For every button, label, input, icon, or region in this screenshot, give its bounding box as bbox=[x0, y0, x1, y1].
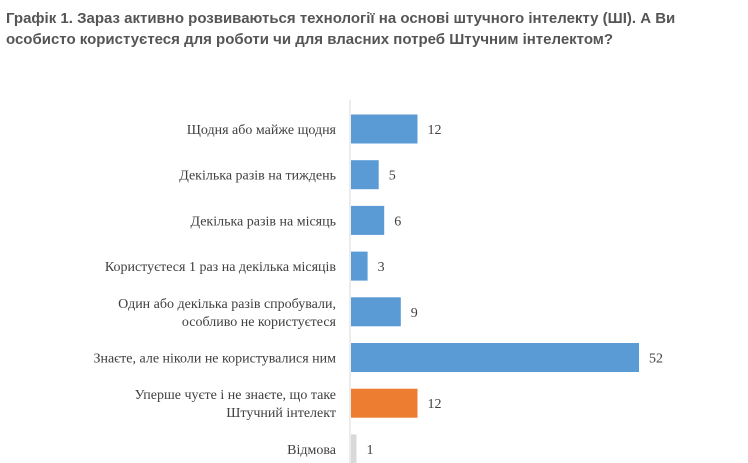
bar-8 bbox=[351, 434, 357, 463]
category-label-5: Один або декілька разів спробували, особл… bbox=[118, 297, 336, 330]
category-label-1: Щодня або майже щодня bbox=[187, 123, 337, 138]
bars-group bbox=[351, 114, 639, 463]
category-label-3: Декілька разів на місяць bbox=[190, 214, 336, 229]
category-label-line: Декілька разів на місяць bbox=[190, 214, 336, 229]
category-labels-group: Щодня або майже щодня Декілька разів на т… bbox=[93, 123, 336, 458]
category-label-line: Штучний інтелект bbox=[226, 406, 336, 421]
bar-4 bbox=[351, 251, 368, 281]
category-label-line: Уперше чуєте і не знаєте, що таке bbox=[135, 388, 336, 403]
bar-7 bbox=[351, 388, 418, 418]
category-label-8: Відмова bbox=[287, 443, 337, 458]
chart-title: Графік 1. Зараз активно розвиваються тех… bbox=[6, 10, 676, 48]
value-label-3: 6 bbox=[394, 214, 401, 229]
category-label-4: Користуєтеся 1 раз на декілька місяців bbox=[105, 260, 337, 275]
value-label-1: 12 bbox=[428, 123, 442, 138]
bar-2 bbox=[351, 160, 379, 190]
bar-6 bbox=[351, 343, 639, 372]
value-label-4: 3 bbox=[378, 260, 385, 275]
value-labels-group: 12 5 6 3 9 52 12 1 bbox=[367, 123, 664, 458]
value-label-2: 5 bbox=[389, 169, 396, 184]
category-label-line: особливо не користуєтеся bbox=[182, 315, 337, 330]
category-label-line: Один або декілька разів спробували, bbox=[118, 297, 336, 312]
category-label-7: Уперше чуєте і не знаєте, що таке Штучний… bbox=[135, 388, 336, 421]
value-label-8: 1 bbox=[367, 443, 374, 458]
category-label-6: Знаєте, але ніколи не користувалися ним bbox=[93, 352, 336, 367]
category-label-line: Щодня або майже щодня bbox=[187, 123, 337, 138]
category-label-line: Користуєтеся 1 раз на декілька місяців bbox=[105, 260, 337, 275]
bar-5 bbox=[351, 297, 401, 327]
category-label-line: Відмова bbox=[287, 443, 337, 458]
value-label-7: 12 bbox=[428, 397, 442, 412]
bar-3 bbox=[351, 205, 385, 235]
value-label-5: 9 bbox=[411, 306, 418, 321]
category-label-2: Декілька разів на тиждень bbox=[179, 169, 336, 184]
category-label-line: Знаєте, але ніколи не користувалися ним bbox=[93, 352, 336, 367]
bar-1 bbox=[351, 114, 418, 144]
value-label-6: 52 bbox=[649, 352, 663, 367]
category-label-line: Декілька разів на тиждень bbox=[179, 169, 336, 184]
